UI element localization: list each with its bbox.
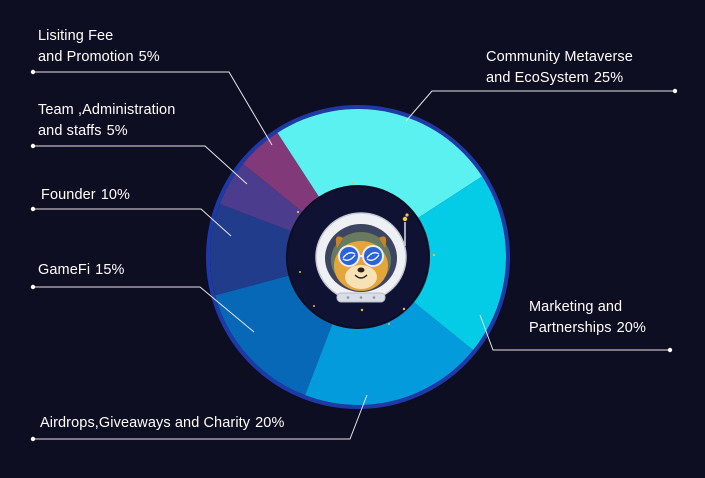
leader-line-airdrops [33,394,368,440]
label-founder: Founder 10% [41,185,130,206]
label-airdrops-value: 20% [255,415,285,431]
leader-line-marketing [479,314,670,351]
label-listing: Lisiting Fee and Promotion 5% [38,26,160,68]
label-community-value: 25% [593,70,624,86]
label-team-value: 5% [106,123,128,139]
label-team-line2: and staffs [38,123,102,139]
leader-line-founder [33,208,232,237]
label-team-line1: Team ,Administration [38,102,176,118]
slice-airdrops [304,302,474,405]
label-team: Team ,Administration and staffs 5% [38,100,175,142]
leader-line-gamefi [33,286,255,333]
leader-dot-community [672,88,678,94]
leader-line-community [405,90,675,122]
leader-line-listing [33,71,273,146]
label-listing-value: 5% [138,49,160,65]
label-founder-text: Founder [41,187,96,203]
slice-gamefi [215,275,333,396]
label-community: Community Metaverse and EcoSystem 25% [486,47,633,89]
leader-dot-listing [30,69,36,75]
leader-line-team [33,145,248,185]
leader-dot-founder [30,206,36,212]
slice-team [219,163,303,232]
leader-dot-marketing [667,347,673,353]
donut-outline-ring [206,105,510,409]
label-gamefi-value: 15% [95,262,125,278]
label-listing-line2: and Promotion [38,49,134,65]
label-founder-value: 10% [100,187,131,203]
slice-community [277,109,483,218]
leader-dot-gamefi [30,284,36,290]
label-marketing-line2: Partnerships [529,320,612,336]
leader-dot-airdrops [30,436,36,442]
leader-lines [30,69,678,442]
slice-founder [210,203,291,296]
label-gamefi: GameFi 15% [38,260,125,281]
label-community-line1: Community Metaverse [486,49,633,65]
label-marketing-value: 20% [616,320,646,336]
label-airdrops: Airdrops,Giveaways and Charity 20% [40,413,284,434]
label-gamefi-text: GameFi [38,262,91,278]
chart-slices [206,105,510,409]
slice-listing [242,132,319,212]
leader-dot-team [30,143,36,149]
label-listing-line1: Lisiting Fee [38,28,114,44]
label-airdrops-text: Airdrops,Giveaways and Charity [40,415,251,431]
label-community-line2: and EcoSystem [486,70,589,86]
astronaut-dog-helmet-icon [288,181,436,327]
label-marketing: Marketing and Partnerships 20% [529,297,646,339]
slice-marketing [413,176,507,351]
label-marketing-line1: Marketing and [529,299,623,315]
